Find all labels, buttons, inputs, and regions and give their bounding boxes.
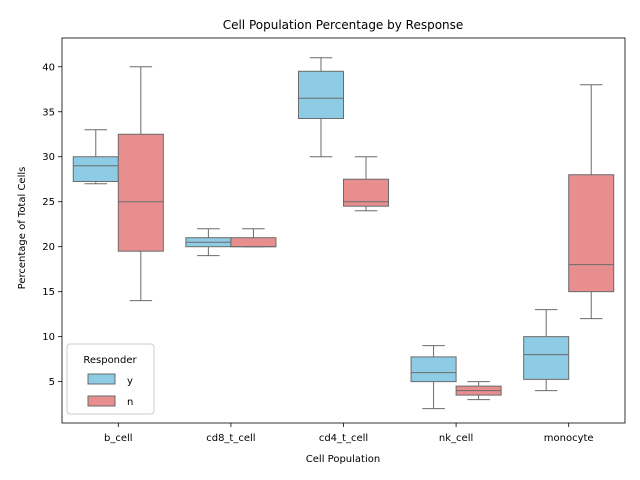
legend-swatch-y: [87, 373, 116, 385]
legend-label-y: y: [127, 376, 133, 387]
iqr-box: [523, 336, 570, 380]
box-b-cell-y: [72, 129, 119, 185]
iqr-box: [410, 356, 457, 383]
x-axis-label: Cell Population: [306, 454, 380, 465]
box-b-cell-n: [117, 66, 164, 302]
legend-label-n: n: [127, 397, 133, 408]
box-monocyte-n: [568, 84, 615, 320]
x-tick-label: monocyte: [544, 433, 594, 444]
box-nk-cell-y: [410, 345, 457, 410]
iqr-box: [297, 70, 344, 120]
marks-layer: [72, 57, 615, 410]
y-axis-label: Percentage of Total Cells: [17, 167, 28, 290]
box-monocyte-y: [523, 309, 570, 392]
y-tick-label: 40: [42, 62, 55, 73]
x-tick-label: nk_cell: [439, 433, 473, 444]
iqr-box: [230, 237, 277, 248]
y-tick-label: 10: [42, 332, 55, 343]
x-tick-label: cd8_t_cell: [206, 433, 255, 444]
box-nk-cell-n: [455, 381, 502, 401]
axes-layer: 5 10 15 20 25 30 35 40 b_cell cd8_t_cell cd4_t_cel…: [42, 37, 626, 444]
box-cd8-t-cell-y: [185, 228, 232, 257]
iqr-box: [117, 133, 164, 252]
legend-swatch-n: [87, 395, 116, 407]
y-tick-label: 15: [42, 287, 55, 298]
chart-title: Cell Population Percentage by Response: [223, 18, 464, 32]
legend: Responder y n: [66, 343, 155, 415]
y-tick-label: 30: [42, 152, 55, 163]
iqr-box: [568, 174, 615, 293]
iqr-box: [72, 156, 119, 182]
box-cd4-t-cell-n: [343, 156, 390, 212]
legend-title: Responder: [83, 355, 137, 366]
y-tick-label: 35: [42, 107, 55, 118]
y-tick-label: 5: [49, 377, 55, 388]
y-tick-label: 20: [42, 242, 55, 253]
box-cd8-t-cell-n: [230, 228, 277, 248]
box-cd4-t-cell-y: [297, 57, 344, 158]
x-tick-label: b_cell: [104, 433, 133, 444]
y-tick-label: 25: [42, 197, 55, 208]
x-tick-label: cd4_t_cell: [319, 433, 368, 444]
